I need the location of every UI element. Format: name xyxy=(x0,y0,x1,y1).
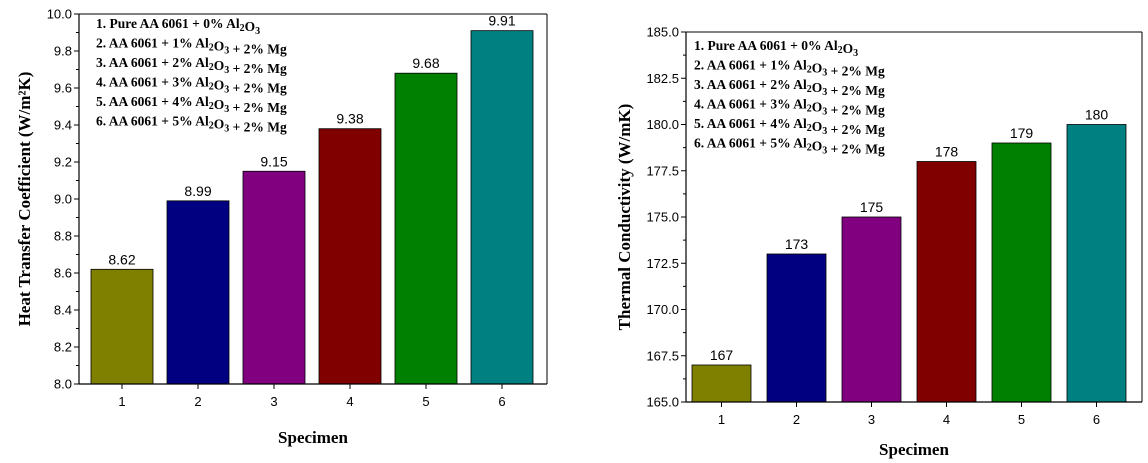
legend-entry: 4. AA 6061 + 3% Al2O3 + 2% Mg xyxy=(96,75,287,96)
bar xyxy=(394,72,458,385)
y-tick-label: 8.6 xyxy=(54,266,72,281)
bar xyxy=(766,253,827,403)
x-tick-label: 2 xyxy=(793,412,800,427)
data-label: 178 xyxy=(935,144,959,160)
bar xyxy=(991,142,1052,403)
legend-entry: 6. AA 6061 + 5% Al2O3 + 2% Mg xyxy=(96,114,287,135)
y-tick-label: 9.2 xyxy=(54,155,72,170)
legend-entry: 4. AA 6061 + 3% Al2O3 + 2% Mg xyxy=(694,97,885,118)
x-tick-label: 5 xyxy=(422,394,429,409)
data-label: 175 xyxy=(860,199,884,215)
y-tick-label: 172.5 xyxy=(646,256,679,271)
data-label: 8.99 xyxy=(184,183,211,199)
data-label: 9.68 xyxy=(412,55,439,71)
bar xyxy=(691,364,752,403)
y-axis-title: Heat Transfer Coefficient (W/m²K) xyxy=(15,72,34,327)
y-tick-label: 10.0 xyxy=(47,7,72,22)
x-tick-label: 3 xyxy=(270,394,277,409)
bar xyxy=(841,216,902,403)
x-axis-title: Specimen xyxy=(879,440,949,459)
y-tick-label: 177.5 xyxy=(646,163,679,178)
x-tick-label: 4 xyxy=(943,412,950,427)
y-tick-label: 185.0 xyxy=(646,25,679,40)
heat-transfer-chart: 8.62 8.99 9.15 9.38 9.68 9.91 8.0 8.2 8.4 8.6 8.8 9… xyxy=(15,7,548,447)
y-tick-label: 175.0 xyxy=(646,210,679,225)
legend-entry: 2. AA 6061 + 1% Al2O3 + 2% Mg xyxy=(694,58,885,79)
y-tick-label: 8.4 xyxy=(54,303,72,318)
data-label: 9.91 xyxy=(488,13,515,29)
bar xyxy=(242,170,306,385)
legend-entry: 5. AA 6061 + 4% Al2O3 + 2% Mg xyxy=(694,116,885,137)
bar xyxy=(318,128,382,385)
y-tick-label: 8.2 xyxy=(54,340,72,355)
bar xyxy=(916,161,977,403)
x-tick-label: 4 xyxy=(346,394,353,409)
y-tick-label: 170.0 xyxy=(646,302,679,317)
y-tick-label: 165.0 xyxy=(646,395,679,410)
bar xyxy=(470,30,534,385)
x-tick-label: 2 xyxy=(194,394,201,409)
x-tick-label: 1 xyxy=(118,394,125,409)
legend-entry: 1. Pure AA 6061 + 0% Al2O3 xyxy=(96,16,260,37)
x-tick-label: 3 xyxy=(868,412,875,427)
bar xyxy=(90,268,154,385)
bar xyxy=(1066,124,1127,403)
y-tick-label: 167.5 xyxy=(646,348,679,363)
x-tick-label: 6 xyxy=(1093,412,1100,427)
data-label: 180 xyxy=(1085,107,1109,123)
data-label: 179 xyxy=(1010,125,1034,141)
x-tick-label: 6 xyxy=(498,394,505,409)
legend-entry: 1. Pure AA 6061 + 0% Al2O3 xyxy=(694,38,858,59)
y-tick-label: 9.8 xyxy=(54,44,72,59)
y-tick-label: 9.4 xyxy=(54,118,72,133)
x-tick-label: 5 xyxy=(1018,412,1025,427)
data-label: 167 xyxy=(710,347,734,363)
y-tick-label: 9.6 xyxy=(54,81,72,96)
legend-entry: 3. AA 6061 + 2% Al2O3 + 2% Mg xyxy=(694,77,885,98)
legend-entry: 6. AA 6061 + 5% Al2O3 + 2% Mg xyxy=(694,136,885,157)
data-label: 9.15 xyxy=(260,153,287,169)
data-label: 9.38 xyxy=(336,111,363,127)
bar xyxy=(166,200,230,385)
legend-entry: 5. AA 6061 + 4% Al2O3 + 2% Mg xyxy=(96,94,287,115)
legend-entry: 3. AA 6061 + 2% Al2O3 + 2% Mg xyxy=(96,55,287,76)
y-tick-label: 180.0 xyxy=(646,117,679,132)
y-tick-label: 8.8 xyxy=(54,229,72,244)
y-axis-title: Thermal Conductivity (W/mK) xyxy=(615,104,634,331)
data-label: 173 xyxy=(785,236,809,252)
data-label: 8.62 xyxy=(108,251,135,267)
y-tick-label: 8.0 xyxy=(54,377,72,392)
y-tick-label: 182.5 xyxy=(646,71,679,86)
legend-entry: 2. AA 6061 + 1% Al2O3 + 2% Mg xyxy=(96,36,287,57)
x-axis-title: Specimen xyxy=(278,428,348,447)
thermal-conductivity-chart: 167 173 175 178 179 180 165.0 167.5 170.0 172.5 17… xyxy=(615,25,1143,459)
y-tick-label: 9.0 xyxy=(54,192,72,207)
x-tick-label: 1 xyxy=(718,412,725,427)
